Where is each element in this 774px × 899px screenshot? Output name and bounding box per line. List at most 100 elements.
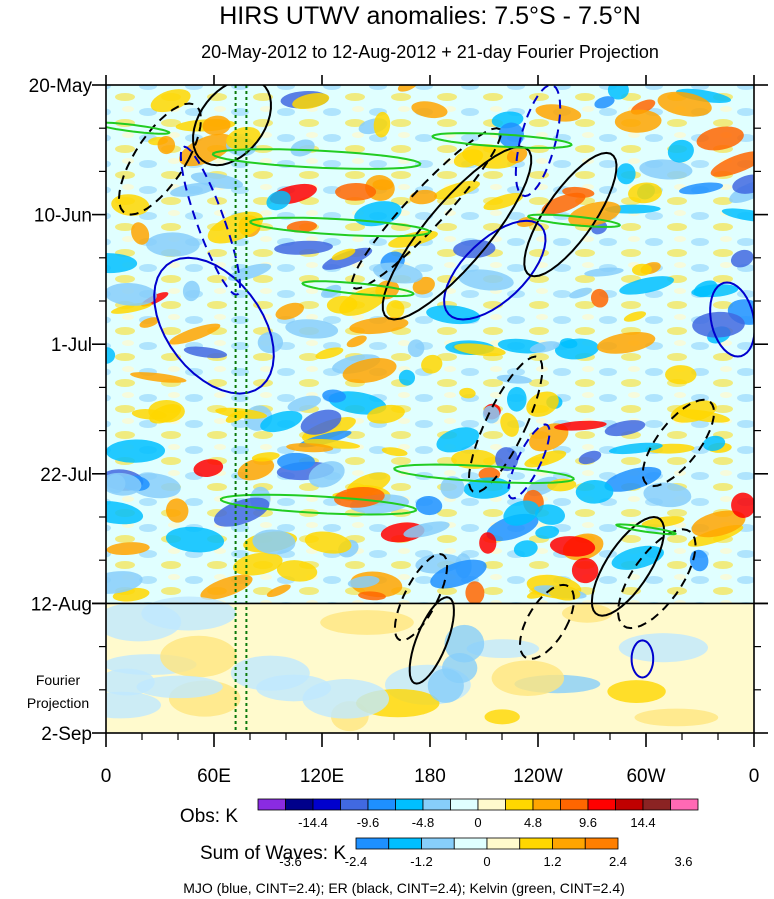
y-tick-label: 20-May xyxy=(29,76,93,97)
projection-blob xyxy=(106,602,182,642)
obs-colorbar-label: Obs: K xyxy=(180,806,238,827)
colorbar-swatch xyxy=(421,837,455,850)
projection-blob xyxy=(484,709,520,725)
x-tick-label: 120W xyxy=(513,766,563,787)
anomaly-blob xyxy=(372,179,394,191)
wave-contour-kelvin xyxy=(106,121,171,135)
wave-contour-mjo xyxy=(514,85,562,198)
anomaly-blob xyxy=(677,409,730,423)
wave-contour-kelvin xyxy=(219,493,417,516)
anomaly-blob xyxy=(165,526,225,553)
anomaly-blob xyxy=(322,247,373,270)
wave-contour-mjo xyxy=(153,256,275,395)
wave-contour-kelvin xyxy=(615,523,677,536)
anomaly-blob xyxy=(628,182,662,204)
anomaly-blob xyxy=(692,311,745,338)
anomaly-blob xyxy=(696,126,744,151)
anomaly-blob xyxy=(304,531,352,554)
colorbar-swatch xyxy=(615,798,644,811)
anomaly-blob xyxy=(614,109,662,133)
projection-blob xyxy=(561,603,613,623)
anomaly-blob xyxy=(506,386,527,412)
anomaly-blob xyxy=(251,452,280,462)
anomaly-blob xyxy=(292,93,330,110)
anomaly-blob xyxy=(228,263,272,281)
anomaly-blob xyxy=(483,193,524,211)
anomaly-blob xyxy=(639,159,693,180)
anomaly-blob xyxy=(106,474,126,494)
anomaly-blob xyxy=(465,581,485,605)
anomaly-blob xyxy=(157,135,176,155)
colorbar-swatch xyxy=(486,837,521,850)
colorbar-swatch xyxy=(285,798,314,811)
projection-label-line1: Fourier xyxy=(36,672,81,688)
anomaly-blob xyxy=(170,182,216,197)
anomaly-blob xyxy=(575,479,614,504)
colorbar-tick-label: 0 xyxy=(474,815,481,830)
anomaly-blob xyxy=(496,374,532,384)
anomaly-blob xyxy=(513,540,538,558)
anomaly-blob xyxy=(193,459,224,478)
anomaly-blob xyxy=(529,341,560,353)
anomaly-blob xyxy=(252,529,296,555)
wave-contour-mjo xyxy=(709,281,754,358)
anomaly-blob xyxy=(232,552,283,576)
anomaly-blob xyxy=(202,115,231,136)
colorbar-swatch xyxy=(367,798,396,811)
anomaly-blob xyxy=(179,133,234,167)
anomaly-blob xyxy=(451,449,497,469)
colorbar-swatch xyxy=(388,837,422,850)
anomaly-blob xyxy=(667,139,694,163)
chart-title: HIRS UTWV anomalies: 7.5°S - 7.5°N xyxy=(219,2,641,30)
wave-contour-er xyxy=(192,85,272,167)
obs-colorbar: -14.4 -9.6 -4.8 0 4.8 9.6 14.4 xyxy=(257,798,699,830)
colorbar-tick-label: 2.4 xyxy=(609,854,627,869)
anomaly-blob xyxy=(334,486,385,508)
x-tick-label: 180 xyxy=(414,766,446,787)
wave-contour-er xyxy=(518,583,576,660)
wave-contour-er xyxy=(467,355,544,494)
x-tick-label: 60E xyxy=(197,766,231,787)
anomaly-blob xyxy=(411,101,448,119)
anomaly-blob xyxy=(339,286,388,316)
wave-contour-kelvin xyxy=(431,132,573,149)
colorbar-swatch xyxy=(453,837,488,850)
colorbar-swatch xyxy=(450,798,479,811)
anomaly-blob xyxy=(367,404,405,424)
wave-contour-kelvin xyxy=(211,148,422,170)
anomaly-blob xyxy=(285,319,339,339)
anomaly-blob xyxy=(106,253,138,274)
anomaly-blob xyxy=(106,542,150,556)
chart-subtitle: 20-May-2012 to 12-Aug-2012 + 21-day Four… xyxy=(201,42,659,62)
anomaly-blob xyxy=(415,496,443,516)
colorbar-tick-label: 0 xyxy=(483,854,490,869)
anomaly-blob xyxy=(730,249,754,268)
anomaly-blob xyxy=(412,276,435,295)
waves-colorbar-label: Sum of Waves: K xyxy=(200,843,346,864)
anomaly-blob xyxy=(300,409,342,435)
anomaly-blob xyxy=(315,347,344,360)
anomaly-blob xyxy=(398,369,416,386)
x-axis: 0 60E 120E 180 120W 60W 0 xyxy=(101,75,760,787)
anomaly-blob xyxy=(266,190,291,211)
colorbar-tick-label: 9.6 xyxy=(579,815,597,830)
projection-blob xyxy=(230,655,310,691)
wave-contour-mjo xyxy=(443,219,547,321)
anomaly-blob xyxy=(213,497,270,527)
anomaly-blob xyxy=(409,189,438,205)
anomaly-blob xyxy=(346,335,367,348)
plot-area xyxy=(106,85,754,733)
colorbar-swatch xyxy=(505,798,534,811)
colorbar-swatch xyxy=(642,798,671,811)
anomaly-blob xyxy=(691,510,746,538)
anomaly-blob xyxy=(440,476,465,499)
anomaly-blob xyxy=(693,280,718,297)
colorbar-swatch xyxy=(670,798,699,811)
colorbar-tick-label: -2.4 xyxy=(345,854,367,869)
y-tick-label: 10-Jun xyxy=(34,206,92,227)
x-tick-label: 60W xyxy=(626,766,665,787)
colorbar-tick-label: 3.6 xyxy=(674,854,692,869)
anomaly-blob xyxy=(453,239,496,259)
colorbar-swatch xyxy=(560,798,589,811)
x-tick-label: 0 xyxy=(749,766,760,787)
